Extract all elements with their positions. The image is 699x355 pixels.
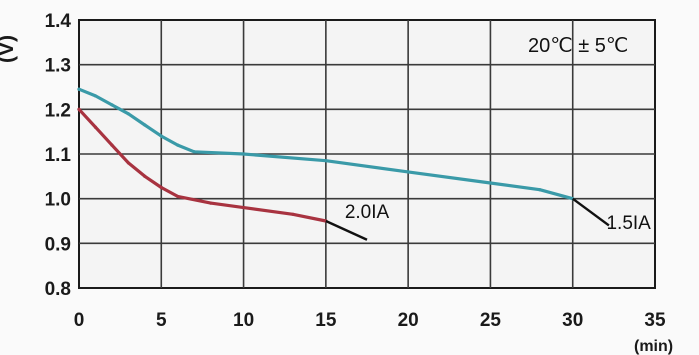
x-tick-label: 20: [398, 310, 419, 331]
data-point: [241, 152, 246, 156]
data-point: [77, 107, 81, 111]
series-label: 1.5IA: [606, 213, 651, 234]
y-tick-label: 0.8: [45, 279, 71, 300]
x-tick-label: 15: [315, 310, 337, 331]
label-leader-line: [325, 219, 368, 241]
x-axis-label: (min): [634, 338, 673, 355]
y-tick-label: 1.0: [45, 190, 71, 211]
y-tick-label: 1.4: [45, 11, 72, 32]
data-point: [126, 112, 130, 116]
data-point: [241, 206, 246, 210]
x-tick-label: 10: [233, 310, 254, 331]
series-labels: 2.0IA 1.5IA: [325, 197, 651, 241]
y-tick-label: 1.2: [45, 100, 71, 121]
data-point: [126, 161, 130, 165]
data-point: [93, 125, 98, 129]
data-point: [192, 150, 196, 154]
data-point: [159, 134, 163, 138]
data-point: [110, 143, 114, 147]
data-point: [159, 185, 163, 190]
data-point: [143, 123, 147, 127]
data-point: [324, 159, 328, 163]
data-point: [538, 188, 542, 192]
condition-annotation: 20℃ ± 5℃: [528, 35, 628, 57]
y-tick-label: 1.3: [45, 56, 71, 77]
data-point: [176, 143, 180, 147]
tick-labels: 0 5 10 15 20 25 30 35 0.8 0.9 1.0 1.1 1.2 1.3 1.4: [45, 11, 666, 331]
x-tick-label: 5: [156, 310, 167, 331]
data-point: [176, 194, 180, 199]
grid: [79, 20, 655, 288]
series-line-1: [77, 87, 575, 201]
data-point: [93, 94, 98, 98]
y-axis-label: (V): [0, 35, 18, 63]
series-label: 2.0IA: [345, 202, 390, 223]
label-leader-line: [572, 197, 610, 227]
data-point: [291, 212, 295, 216]
y-tick-label: 0.9: [45, 234, 71, 255]
x-tick-label: 25: [480, 310, 502, 331]
data-point: [488, 181, 493, 185]
y-tick-label: 1.1: [45, 145, 72, 166]
x-tick-label: 30: [562, 310, 583, 331]
data-point: [406, 170, 410, 174]
data-point: [209, 201, 213, 205]
data-point: [110, 103, 114, 107]
x-tick-label: 35: [644, 310, 666, 331]
data-point: [77, 87, 81, 91]
data-point: [143, 174, 147, 178]
x-tick-label: 0: [74, 310, 85, 331]
